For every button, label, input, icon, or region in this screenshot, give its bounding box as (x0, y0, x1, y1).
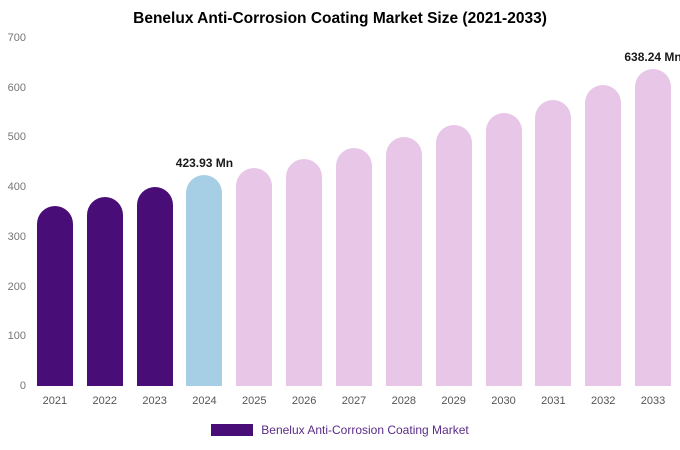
x-tick-label: 2033 (640, 395, 666, 407)
x-tick-label: 2029 (441, 395, 466, 407)
bar-column (329, 38, 379, 386)
x-tick-label: 2031 (541, 395, 566, 407)
x-tick-label: 2022 (92, 395, 117, 407)
bar-column (30, 38, 80, 386)
x-tick-label: 2032 (590, 395, 616, 407)
x-tick-label: 2026 (291, 395, 317, 407)
x-axis: 2021 2022 2023 2024 2025 2026 2027 2028 2029 2030… (30, 395, 678, 407)
bar-annotation: 423.93 Mn (175, 156, 234, 171)
y-tick-label: 200 (7, 280, 26, 293)
bar-column (130, 38, 180, 386)
x-tick-label: 2023 (142, 395, 167, 407)
legend-label: Benelux Anti-Corrosion Coating Market (261, 423, 469, 437)
bar-2033 (635, 68, 672, 386)
bar-2027 (335, 148, 372, 386)
bar-2031 (535, 99, 572, 386)
legend: Benelux Anti-Corrosion Coating Market (0, 423, 680, 437)
bar-2026 (286, 158, 323, 386)
bar-2024 (186, 175, 223, 386)
x-tick-label: 2030 (491, 395, 516, 407)
bar-2030 (485, 112, 522, 386)
bar-2029 (435, 125, 472, 386)
plot-block: 423.93 Mn 638.24 Mn 2021 2022 2023 2024 2025 2… (30, 38, 680, 407)
bar-column (379, 38, 429, 386)
bar-2028 (385, 137, 422, 386)
bar-column: 638.24 Mn (624, 38, 680, 386)
y-tick-label: 500 (7, 131, 26, 144)
chart-title: Benelux Anti-Corrosion Coating Market Si… (133, 10, 547, 27)
legend-swatch (211, 424, 254, 436)
bar-2023 (136, 187, 173, 386)
y-tick-label: 400 (7, 181, 26, 194)
bar-2022 (86, 197, 123, 386)
y-tick-label: 300 (7, 230, 26, 243)
bar-annotation: 638.24 Mn (624, 49, 680, 64)
y-tick-label: 600 (7, 81, 26, 94)
bar-column (479, 38, 529, 386)
bar-2025 (236, 168, 273, 386)
bar-column (578, 38, 628, 386)
bar-column (279, 38, 329, 386)
plot-area: 423.93 Mn 638.24 Mn (30, 38, 680, 386)
y-tick-label: 100 (7, 330, 26, 343)
chart-area: 0 100 200 300 400 500 600 700 423.93 Mn 638.24 M… (0, 32, 680, 407)
y-tick-label: 700 (7, 32, 26, 44)
x-tick-label: 2028 (391, 395, 417, 407)
bar-column (80, 38, 130, 386)
x-tick-label: 2025 (242, 395, 267, 407)
x-tick-label: 2027 (341, 395, 367, 407)
x-tick-label: 2024 (192, 395, 217, 407)
bar-column: 423.93 Mn (176, 38, 233, 386)
bar-column (229, 38, 279, 386)
bar-column (429, 38, 479, 386)
bar-column (528, 38, 578, 386)
y-tick-label: 0 (19, 380, 26, 392)
x-tick-label: 2021 (42, 395, 68, 407)
bar-2021 (36, 206, 73, 386)
bar-2032 (585, 85, 622, 386)
y-axis: 0 100 200 300 400 500 600 700 (4, 32, 30, 392)
